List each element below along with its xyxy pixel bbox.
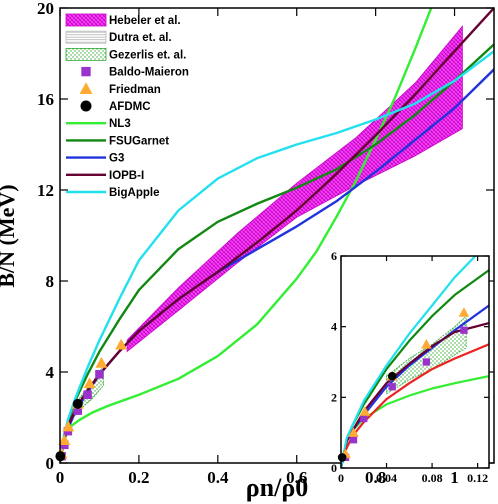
line-iopb-i <box>60 8 494 463</box>
marker-baldo-maieron-5 <box>460 326 468 334</box>
legend-label-hebeler-et-al: Hebeler et al. <box>109 15 181 27</box>
legend-label-afdmc: AFDMC <box>109 101 151 113</box>
x-tick-label-2: 0.08 <box>422 471 443 485</box>
x-tick-label-2: 0.4 <box>207 468 229 487</box>
y-tick-label-0: 0 <box>46 454 55 473</box>
legend-label-nl3: NL3 <box>109 118 131 130</box>
marker-friedman-0 <box>79 82 93 94</box>
x-tick-label-3: 0.6 <box>286 468 307 487</box>
legend-label-dutra-et-al: Dutra et. al. <box>109 32 172 44</box>
x-tick-label-1: 0.04 <box>376 471 397 485</box>
line-iopb-i <box>341 322 489 468</box>
main-plot-frame <box>59 7 495 464</box>
y-tick-label-1: 2 <box>331 390 337 404</box>
marker-baldo-maieron-3 <box>388 383 396 391</box>
marker-baldo-maieron-2 <box>360 414 368 423</box>
inset-markers <box>337 307 470 462</box>
y-tick-label-1: 4 <box>46 363 55 382</box>
legend-swatch-gezerlis-et-al <box>65 48 107 61</box>
marker-friedman-2 <box>62 420 75 432</box>
legend-label-bigapple: BigApple <box>109 187 159 199</box>
marker-friedman-5 <box>95 356 108 368</box>
marker-friedman-2 <box>359 406 371 416</box>
marker-friedman-6 <box>115 338 128 350</box>
legend-label-gezerlis-et-al: Gezerlis et. al. <box>109 49 186 61</box>
main-markers <box>55 338 128 462</box>
main-lines <box>60 8 494 463</box>
inset-ticks: 0 0.04 0.08 0.12 0 2 4 6 <box>331 249 489 485</box>
marker-baldo-maieron-4 <box>422 358 431 366</box>
marker-afdmc-0 <box>337 453 347 462</box>
marker-afdmc-0 <box>80 100 92 112</box>
x-tick-label-0: 0 <box>338 471 344 485</box>
y-tick-label-3: 12 <box>37 181 54 200</box>
marker-afdmc-1 <box>72 398 83 409</box>
marker-friedman-4 <box>83 377 96 389</box>
y-tick-label-3: 6 <box>331 249 337 263</box>
marker-friedman-1 <box>58 434 71 446</box>
x-tick-label-5: 1 <box>450 468 459 487</box>
line-bigapple <box>341 256 477 468</box>
x-tick-label-1: 0.2 <box>128 468 149 487</box>
y-axis-title: B/N (MeV) <box>0 184 19 287</box>
legend-label-friedman: Friedman <box>109 84 161 96</box>
marker-baldo-maieron-4 <box>83 390 92 399</box>
marker-baldo-maieron-0 <box>81 66 91 77</box>
inset-plot: 0 0.04 0.08 0.12 0 2 4 6 <box>331 249 490 485</box>
marker-baldo-maieron-3 <box>73 406 83 415</box>
marker-afdmc-1 <box>387 371 397 381</box>
inset-plot-frame <box>340 255 490 469</box>
marker-baldo-maieron-5 <box>95 370 104 379</box>
y-tick-label-4: 16 <box>37 90 54 109</box>
x-tick-label-0: 0 <box>56 468 65 487</box>
marker-friedman-4 <box>421 339 432 349</box>
line-nl3 <box>60 8 433 463</box>
x-axis-title: ρn/ρ0 <box>246 473 309 502</box>
x-tick-label-3: 0.12 <box>467 471 488 485</box>
legend-label-iopb-i: IOPB-I <box>109 170 144 182</box>
legend-swatch-hebeler-et-al <box>65 13 107 27</box>
marker-friedman-5 <box>458 307 470 317</box>
marker-baldo-maieron-1 <box>349 436 358 444</box>
marker-friedman-1 <box>348 427 359 437</box>
y-tick-label-5: 20 <box>37 0 54 18</box>
legend-label-g3: G3 <box>109 153 124 165</box>
y-tick-label-0: 0 <box>331 461 337 475</box>
y-tick-label-2: 4 <box>331 320 337 334</box>
legend-label-baldo-maieron: Baldo-Maieron <box>109 67 189 79</box>
legend: Hebeler et al. Dutra et. al. Gezerlis et. … <box>65 13 189 199</box>
legend-label-fsugarnet: FSUGarnet <box>109 135 169 147</box>
y-tick-label-2: 8 <box>46 272 55 291</box>
x-tick-label-4: 0.8 <box>365 468 386 487</box>
